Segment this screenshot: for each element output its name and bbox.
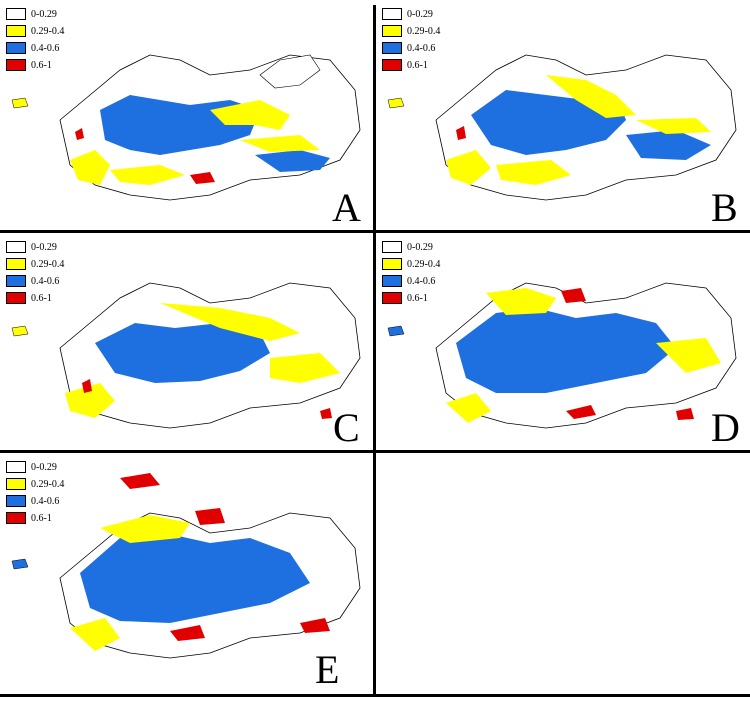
legend-label: 0.6-1 — [31, 59, 52, 71]
legend-e: 0-0.29 0.29-0.4 0.4-0.6 0.6-1 — [6, 459, 64, 527]
legend-item: 0.6-1 — [6, 510, 64, 526]
legend-label: 0-0.29 — [407, 241, 433, 253]
panel-label: A — [332, 185, 361, 230]
divider-horizontal-2 — [0, 450, 750, 453]
legend-swatch — [382, 275, 402, 287]
legend-label: 0.29-0.4 — [407, 25, 441, 37]
legend-label: 0-0.29 — [31, 461, 57, 473]
legend-d: 0-0.29 0.29-0.4 0.4-0.6 0.6-1 — [382, 239, 440, 307]
legend-swatch — [6, 42, 26, 54]
legend-item: 0.6-1 — [382, 57, 440, 73]
panel-label: B — [711, 185, 738, 230]
legend-label: 0.6-1 — [31, 292, 52, 304]
map-d — [387, 282, 737, 429]
legend-label: 0.4-0.6 — [31, 42, 60, 54]
legend-label: 0.6-1 — [31, 512, 52, 524]
legend-swatch — [6, 478, 26, 490]
legend-item: 0.4-0.6 — [382, 273, 440, 289]
legend-b: 0-0.29 0.29-0.4 0.4-0.6 0.6-1 — [382, 6, 440, 74]
legend-swatch — [382, 241, 402, 253]
legend-item: 0.6-1 — [6, 57, 64, 73]
legend-label: 0.29-0.4 — [407, 258, 441, 270]
legend-swatch — [6, 59, 26, 71]
legend-swatch — [6, 275, 26, 287]
divider-vertical — [373, 5, 376, 697]
map-panel-a: 0-0.29 0.29-0.4 0.4-0.6 0.6-1 A — [0, 0, 373, 230]
legend-swatch — [6, 292, 26, 304]
map-b — [387, 54, 737, 201]
legend-item: 0-0.29 — [382, 239, 440, 255]
legend-swatch — [6, 495, 26, 507]
legend-item: 0.6-1 — [6, 290, 64, 306]
legend-swatch — [382, 8, 402, 20]
legend-swatch — [382, 59, 402, 71]
legend-item: 0.4-0.6 — [6, 40, 64, 56]
legend-item: 0-0.29 — [382, 6, 440, 22]
map-panel-c: 0-0.29 0.29-0.4 0.4-0.6 0.6-1 C — [0, 233, 373, 450]
legend-swatch — [382, 25, 402, 37]
divider-horizontal-3 — [0, 694, 750, 697]
legend-swatch — [382, 292, 402, 304]
legend-swatch — [6, 512, 26, 524]
legend-swatch — [6, 25, 26, 37]
map-panel-e: 0-0.29 0.29-0.4 0.4-0.6 0.6-1 E — [0, 453, 373, 694]
legend-item: 0.29-0.4 — [382, 256, 440, 272]
legend-label: 0.4-0.6 — [31, 275, 60, 287]
legend-item: 0.29-0.4 — [6, 256, 64, 272]
panel-label: E — [315, 647, 340, 692]
legend-swatch — [6, 258, 26, 270]
legend-item: 0.4-0.6 — [6, 273, 64, 289]
legend-swatch — [6, 241, 26, 253]
legend-swatch — [6, 8, 26, 20]
legend-item: 0-0.29 — [6, 6, 64, 22]
legend-swatch — [382, 258, 402, 270]
legend-item: 0.29-0.4 — [6, 23, 64, 39]
legend-item: 0.4-0.6 — [382, 40, 440, 56]
legend-label: 0-0.29 — [407, 8, 433, 20]
legend-label: 0.4-0.6 — [407, 275, 436, 287]
legend-label: 0.29-0.4 — [31, 258, 65, 270]
legend-a: 0-0.29 0.29-0.4 0.4-0.6 0.6-1 — [6, 6, 64, 74]
legend-label: 0.4-0.6 — [407, 42, 436, 54]
legend-swatch — [6, 461, 26, 473]
legend-item: 0.6-1 — [382, 290, 440, 306]
map-panel-b: 0-0.29 0.29-0.4 0.4-0.6 0.6-1 B — [376, 0, 750, 230]
legend-item: 0-0.29 — [6, 459, 64, 475]
legend-c: 0-0.29 0.29-0.4 0.4-0.6 0.6-1 — [6, 239, 64, 307]
divider-horizontal-1 — [0, 230, 750, 233]
legend-item: 0.29-0.4 — [6, 476, 64, 492]
legend-item: 0.29-0.4 — [382, 23, 440, 39]
legend-label: 0-0.29 — [31, 241, 57, 253]
legend-swatch — [382, 42, 402, 54]
legend-label: 0.29-0.4 — [31, 478, 65, 490]
legend-label: 0-0.29 — [31, 8, 57, 20]
map-panel-d: 0-0.29 0.29-0.4 0.4-0.6 0.6-1 D — [376, 233, 750, 450]
legend-item: 0.4-0.6 — [6, 493, 64, 509]
panel-label: D — [711, 405, 740, 450]
panel-label: C — [333, 405, 360, 450]
legend-label: 0.4-0.6 — [31, 495, 60, 507]
legend-item: 0-0.29 — [6, 239, 64, 255]
map-c — [11, 282, 361, 429]
map-e — [11, 473, 361, 659]
legend-label: 0.6-1 — [407, 292, 428, 304]
legend-label: 0.6-1 — [407, 59, 428, 71]
legend-label: 0.29-0.4 — [31, 25, 65, 37]
map-a — [11, 54, 361, 201]
